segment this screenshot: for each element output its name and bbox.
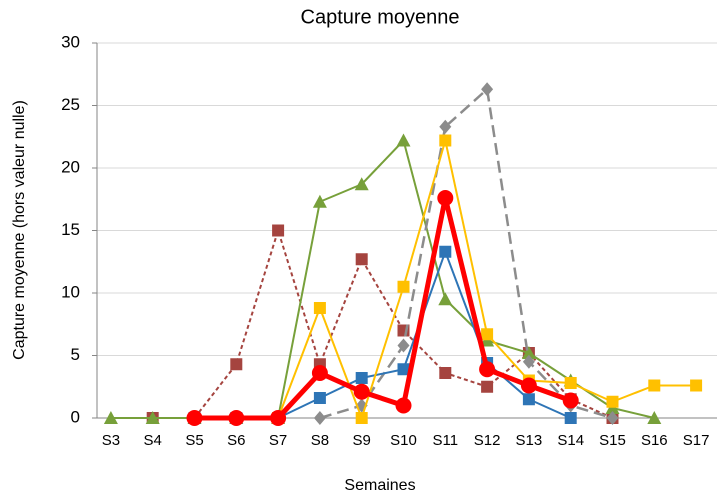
marker [228,410,245,426]
y-axis-label: Capture moyenne (hors valeur nulle) [11,100,28,360]
marker [439,367,452,379]
series-line [194,195,572,421]
marker [145,411,160,424]
x-tick-label: S6 [227,432,245,449]
marker [270,410,287,426]
marker [313,302,326,314]
marker [522,354,535,369]
x-tick-label: S11 [433,432,459,449]
marker [647,411,662,424]
marker [522,393,535,406]
x-tick-label: S12 [474,432,501,449]
marker [311,365,328,381]
marker [481,82,494,97]
x-axis-label: Semaines [344,477,415,494]
y-tick-label: 25 [61,95,80,114]
y-tick-label: 10 [61,282,80,301]
x-tick-label: S9 [353,432,371,449]
y-tick-label: 0 [71,407,80,426]
marker [606,395,619,408]
marker [395,397,412,414]
marker [481,380,494,393]
marker [690,379,703,392]
x-tick-label: S3 [102,432,120,449]
marker [648,379,661,392]
marker [564,412,577,424]
marker [564,377,577,389]
x-tick-label: S15 [599,432,626,449]
marker [312,194,327,208]
x-tick-label: S8 [311,432,329,449]
marker [313,411,326,425]
series-line [194,250,572,419]
marker [606,411,619,425]
marker [481,328,494,341]
marker [437,190,454,206]
y-tick-label: 15 [61,220,80,239]
marker [313,392,326,404]
marker [354,177,369,191]
marker [439,134,452,147]
marker [353,383,370,400]
marker [562,392,579,409]
x-tick-label: S10 [390,432,417,449]
y-tick-label: 5 [71,345,80,364]
marker [439,245,452,258]
marker [396,133,411,147]
marker [355,412,368,424]
marker [272,224,285,237]
marker [520,377,537,394]
marker [521,346,536,359]
series-line [152,229,613,419]
marker [439,119,452,134]
x-tick-label: S7 [269,432,287,449]
marker [397,363,410,376]
marker [355,253,368,266]
chart-title: Capture moyenne [301,6,460,28]
x-tick-label: S17 [683,432,710,449]
y-tick-label: 30 [61,32,80,51]
marker [230,358,243,371]
x-tick-label: S4 [144,432,162,449]
marker [397,280,410,293]
marker [479,361,496,378]
x-tick-label: S5 [185,432,203,449]
x-tick-label: S14 [557,432,584,449]
marker [397,338,410,353]
marker [103,411,118,424]
x-tick-label: S16 [641,432,668,449]
marker [186,410,203,426]
marker [438,292,453,306]
x-tick-label: S13 [516,432,543,449]
y-tick-label: 20 [61,157,80,176]
marker [355,372,368,384]
